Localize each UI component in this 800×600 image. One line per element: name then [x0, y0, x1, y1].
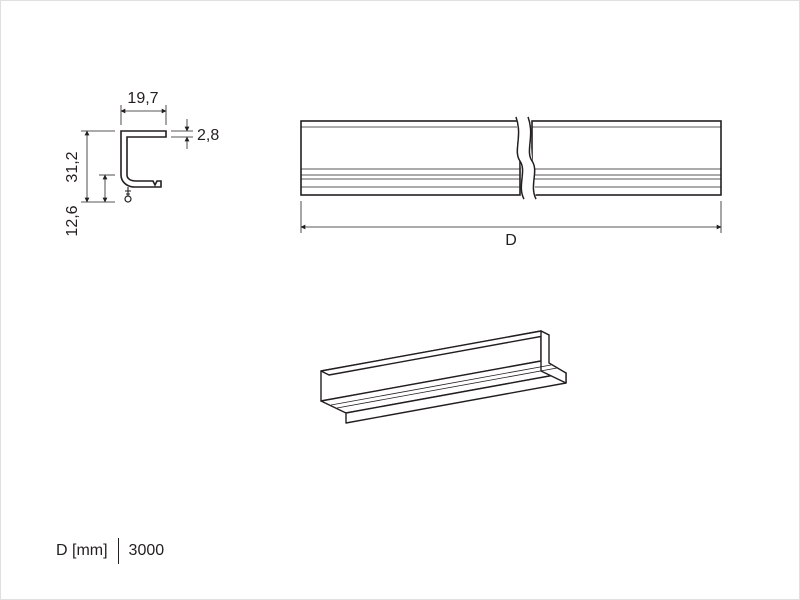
technical-drawing-svg: 19,7 2,8 31,2 12,6 — [1, 1, 800, 600]
isometric-view — [321, 331, 566, 423]
dim-length-d: D — [505, 232, 517, 249]
section-view: 19,7 2,8 31,2 12,6 — [64, 90, 219, 237]
dimension-table: D [mm] 3000 — [56, 538, 164, 564]
table-label: D [mm] — [56, 542, 108, 560]
dim-height-total: 31,2 — [64, 151, 81, 182]
dim-width-top: 19,7 — [127, 90, 158, 107]
dim-wall-thickness: 2,8 — [197, 127, 219, 144]
table-value: 3000 — [129, 542, 165, 560]
side-view: D — [301, 117, 721, 249]
dim-height-lip: 12,6 — [64, 205, 81, 236]
drawing-canvas: 19,7 2,8 31,2 12,6 — [0, 0, 800, 600]
table-separator — [118, 538, 119, 564]
